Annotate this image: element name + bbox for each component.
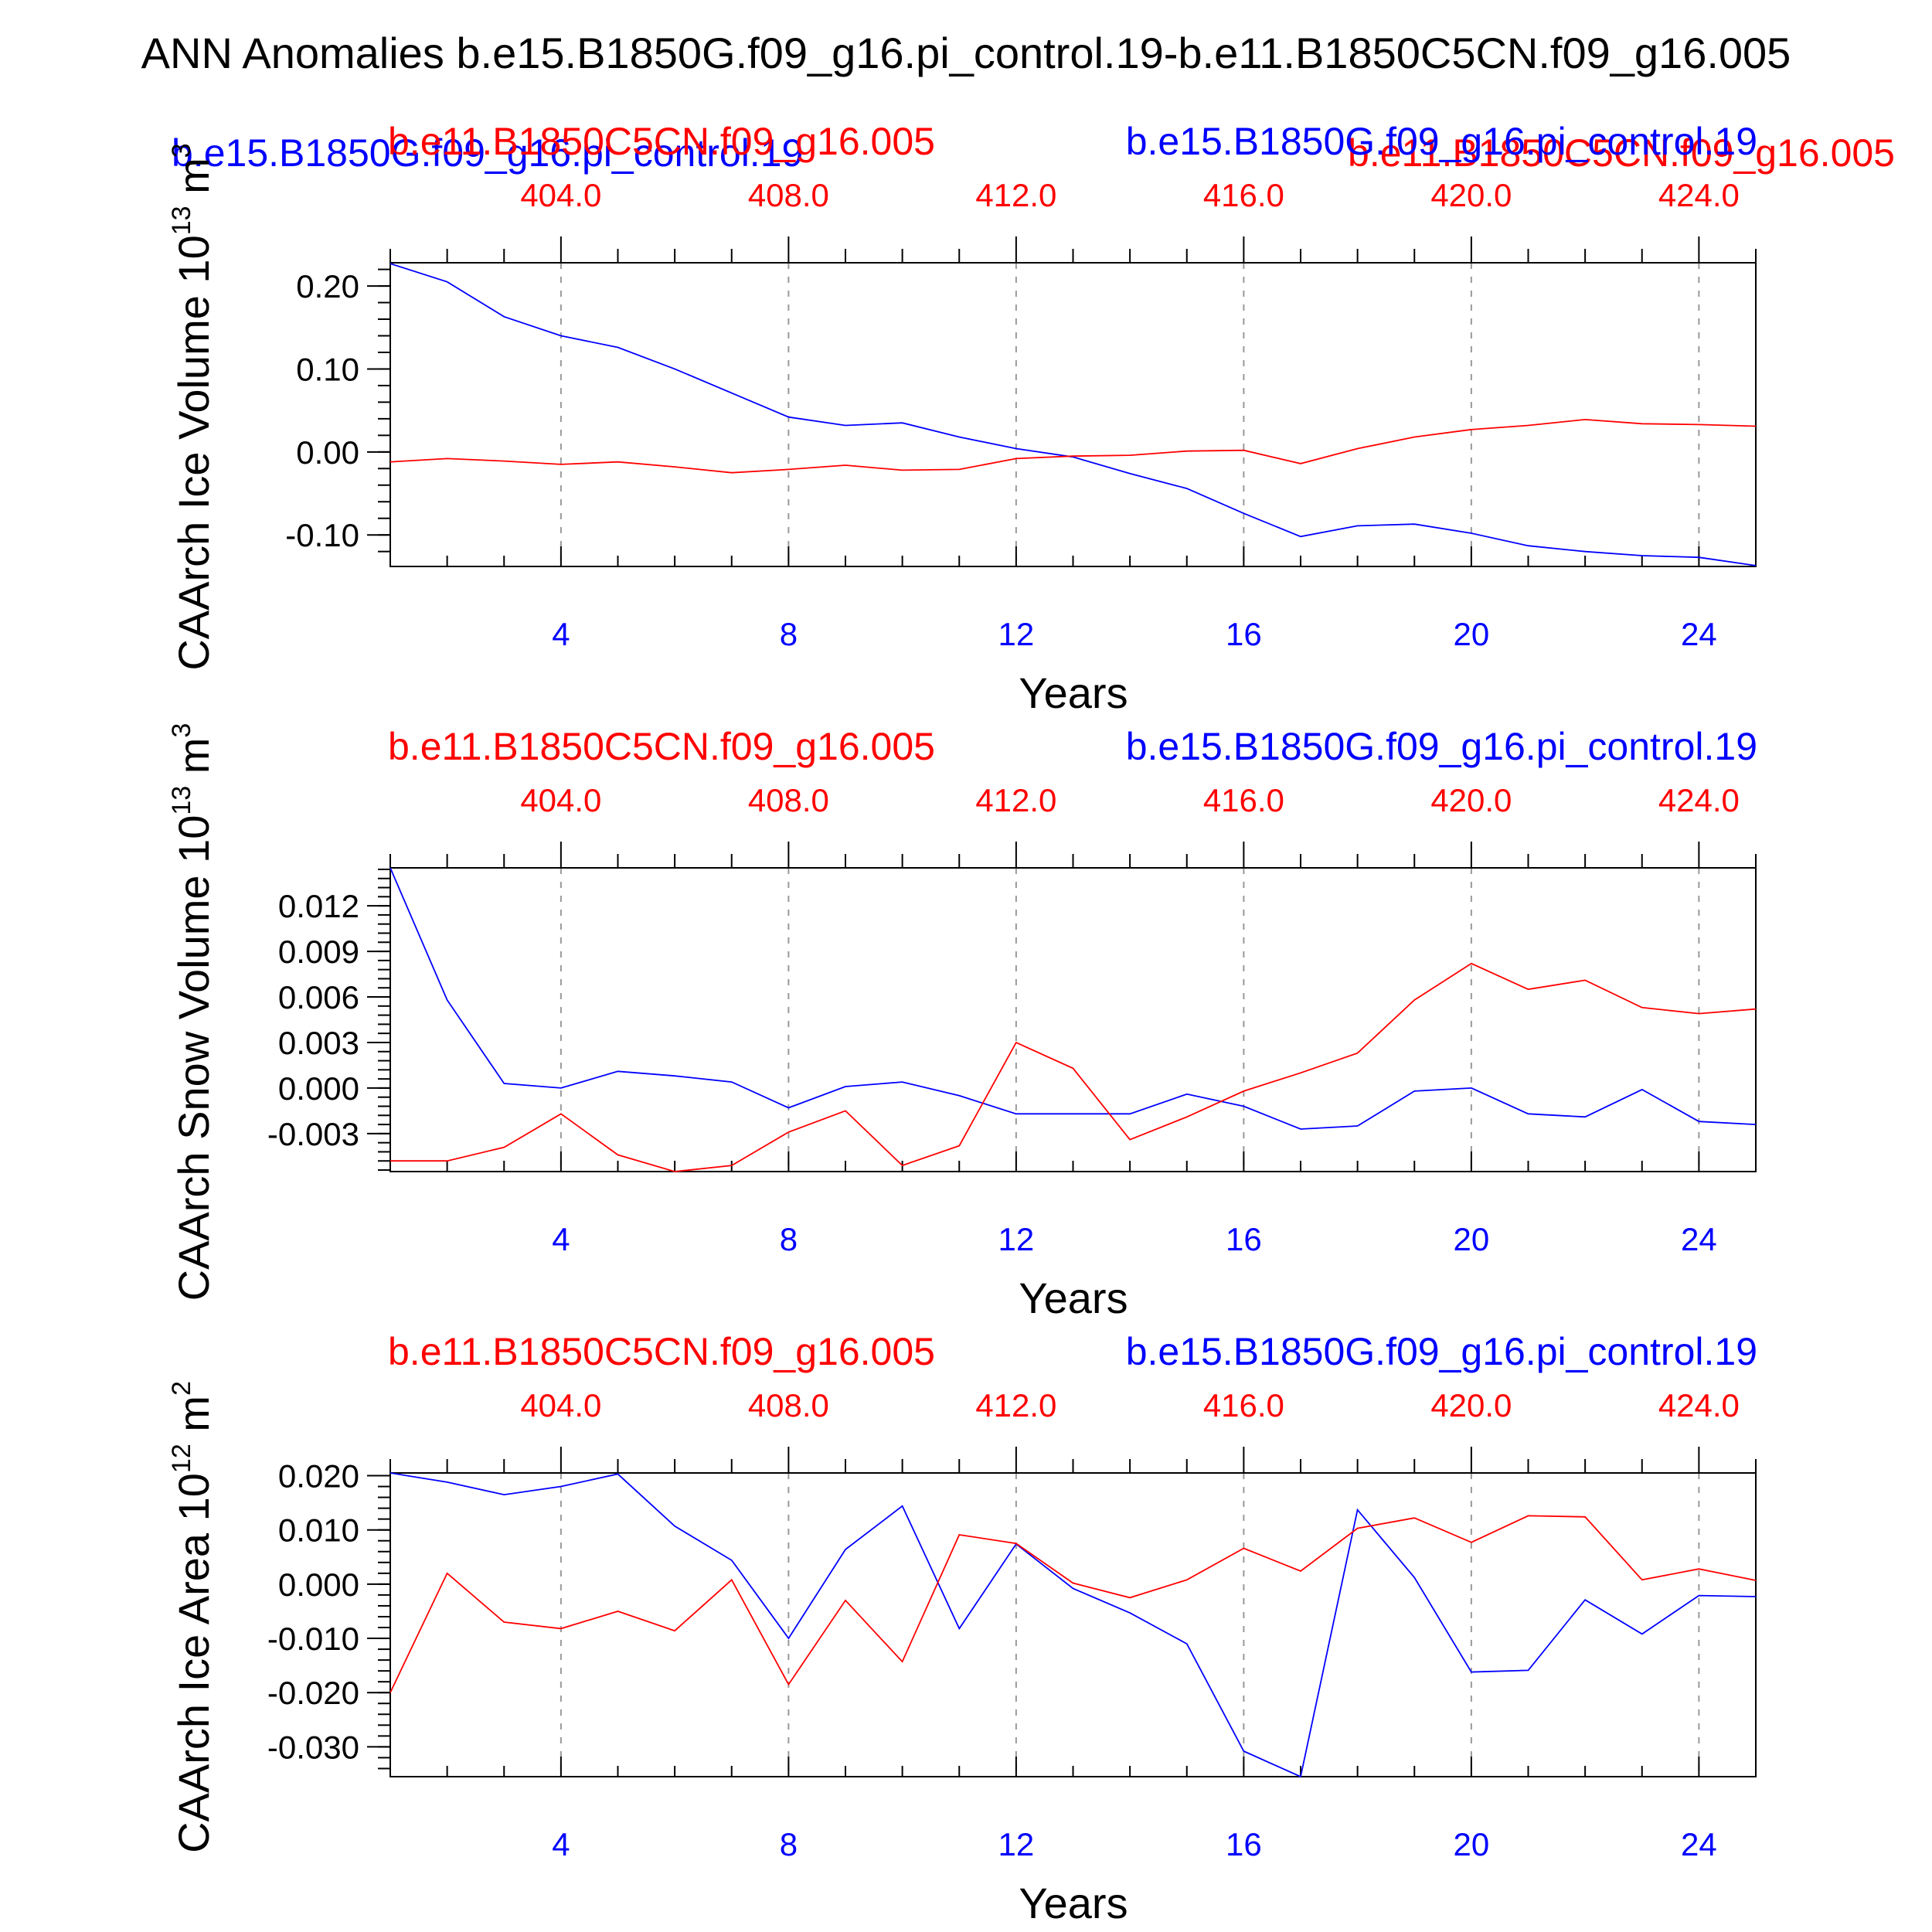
x-tick-label-bottom: 20 [1454, 616, 1490, 652]
x-tick-label-top: 420.0 [1430, 1387, 1512, 1423]
x-tick-label-bottom: 8 [780, 616, 798, 652]
x-axis-label: Years [1019, 1274, 1128, 1322]
y-tick-label: 0.00 [296, 434, 359, 471]
x-tick-label-top: 404.0 [520, 1387, 601, 1423]
x-tick-label-bottom: 24 [1681, 1826, 1717, 1862]
figure-title: ANN Anomalies b.e15.B1850G.f09_g16.pi_co… [141, 29, 1791, 77]
x-tick-label-bottom: 8 [780, 1221, 798, 1257]
x-tick-label-bottom: 4 [552, 1221, 570, 1257]
top-legend-case1-left: b.e15.B1850G.f09_g16.pi_control.19 [172, 131, 803, 175]
x-tick-label-top: 412.0 [975, 1387, 1056, 1423]
x-tick-label-top: 408.0 [748, 782, 829, 818]
x-axis-label: Years [1019, 668, 1128, 717]
y-tick-label: 0.20 [296, 268, 359, 304]
x-tick-label-top: 416.0 [1203, 1387, 1284, 1423]
y-tick-label: 0.006 [278, 979, 359, 1015]
x-tick-label-bottom: 20 [1454, 1826, 1490, 1862]
series-line-case2 [389, 1515, 1757, 1693]
x-tick-label-top: 424.0 [1658, 1387, 1740, 1423]
x-tick-label-bottom: 12 [998, 1221, 1035, 1257]
x-tick-label-bottom: 16 [1226, 1221, 1262, 1257]
x-tick-label-top: 404.0 [520, 177, 601, 213]
x-tick-label-bottom: 20 [1454, 1221, 1490, 1257]
plot-frame [389, 262, 1757, 567]
x-tick-label-bottom: 4 [552, 1826, 570, 1862]
y-tick-label: -0.020 [267, 1675, 359, 1711]
plot-frame [389, 1472, 1757, 1777]
x-tick-label-top: 408.0 [748, 1387, 829, 1423]
top-label-case1: b.e15.B1850G.f09_g16.pi_control.19 [1126, 1330, 1757, 1373]
series-line-case1 [389, 263, 1757, 566]
series-line-case1 [389, 1472, 1757, 1778]
y-tick-label: -0.10 [285, 517, 359, 553]
x-tick-label-bottom: 8 [780, 1826, 798, 1862]
y-tick-label: 0.000 [278, 1566, 359, 1603]
x-tick-label-bottom: 16 [1226, 616, 1262, 652]
x-tick-label-bottom: 4 [552, 616, 570, 652]
x-tick-label-top: 424.0 [1658, 177, 1740, 213]
y-axis-label: CAArch Ice Area 1012 m2 [167, 1381, 218, 1853]
x-axis-label: Years [1019, 1879, 1128, 1927]
x-tick-label-bottom: 24 [1681, 1221, 1717, 1257]
y-tick-label: 0.000 [278, 1070, 359, 1107]
x-tick-label-top: 408.0 [748, 177, 829, 213]
x-tick-label-top: 420.0 [1430, 782, 1512, 818]
series-line-case1 [389, 867, 1757, 1130]
top-label-case2: b.e11.B1850C5CN.f09_g16.005 [388, 725, 935, 768]
x-tick-label-top: 416.0 [1203, 177, 1284, 213]
x-tick-label-bottom: 24 [1681, 616, 1717, 652]
x-tick-label-top: 420.0 [1430, 177, 1512, 213]
top-label-case1: b.e15.B1850G.f09_g16.pi_control.19 [1126, 725, 1757, 768]
y-tick-label: 0.010 [278, 1512, 359, 1549]
top-legend-case2-right: b.e11.B1850C5CN.f09_g16.005 [1348, 131, 1895, 175]
y-tick-label: -0.003 [267, 1116, 359, 1152]
x-tick-label-top: 416.0 [1203, 782, 1284, 818]
y-tick-label: 0.012 [278, 888, 359, 924]
x-tick-label-top: 404.0 [520, 782, 601, 818]
plot-frame [389, 867, 1757, 1172]
x-tick-label-top: 412.0 [975, 782, 1056, 818]
x-tick-label-top: 424.0 [1658, 782, 1740, 818]
y-tick-label: -0.010 [267, 1621, 359, 1657]
top-label-case1: b.e15.B1850G.f09_g16.pi_control.19 [1126, 120, 1757, 163]
y-tick-label: -0.030 [267, 1729, 359, 1765]
y-axis-label: CAArch Ice Volume 1013 m3 [167, 143, 218, 670]
y-tick-label: 0.020 [278, 1458, 359, 1495]
y-tick-label: 0.003 [278, 1025, 359, 1061]
panel-1: 0.20 0.10 0.00 -0.10 4 8 12 16 20 24 404.0 408.0 412… [167, 120, 1757, 717]
top-label-case2: b.e11.B1850C5CN.f09_g16.005 [388, 120, 935, 163]
panel-3: 0.020 0.010 0.000 -0.010 -0.020 -0.030 4 8 12 16 2… [167, 1330, 1757, 1927]
y-tick-label: 0.10 [296, 351, 359, 387]
x-tick-label-bottom: 16 [1226, 1826, 1262, 1862]
y-tick-label: 0.009 [278, 934, 359, 970]
top-label-case2: b.e11.B1850C5CN.f09_g16.005 [388, 1330, 935, 1373]
series-line-case2 [390, 962, 1757, 1172]
x-tick-label-bottom: 12 [998, 616, 1035, 652]
x-tick-label-bottom: 12 [998, 1826, 1035, 1862]
panel-2: 0.012 0.009 0.006 0.003 0.000 -0.003 4 8 12 16 20 2… [167, 723, 1757, 1322]
y-axis-label: CAArch Snow Volume 1013 m3 [167, 723, 218, 1301]
x-tick-label-top: 412.0 [975, 177, 1056, 213]
series-line-case2 [389, 418, 1757, 474]
